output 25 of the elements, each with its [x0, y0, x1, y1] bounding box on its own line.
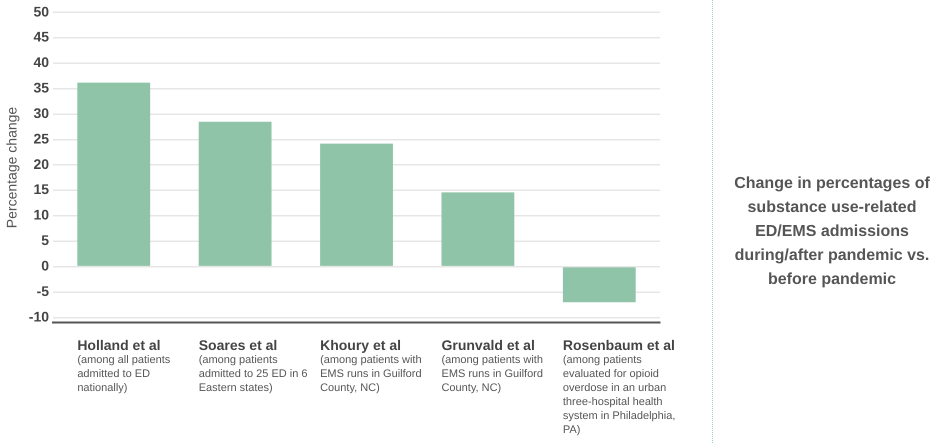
y-tick-label: 0 — [41, 258, 50, 274]
bar — [562, 267, 636, 302]
y-tick-label: 35 — [33, 80, 50, 96]
y-tick-label: -5 — [36, 282, 50, 299]
bar — [441, 192, 514, 266]
y-tick-label: 20 — [33, 156, 50, 172]
y-tick-label: 5 — [41, 232, 50, 248]
x-tick-label: Grunvald et al (among patients with EMS runs in Guilford County, NC) — [441, 337, 543, 394]
y-tick-label: 50 — [33, 3, 50, 20]
x-tick-label: Rosenbaum et al (among patients evaluated for opioid overdose in an urban three-hospital health system in Philadelphia, PA) — [562, 337, 676, 437]
y-axis-title: Percentage change — [3, 106, 20, 228]
x-tick-label: Soares et al (among patients admitted to 25 ED in 6 Eastern states) — [198, 337, 308, 394]
y-tick-label: 25 — [33, 130, 50, 146]
y-tick-label: 30 — [33, 104, 50, 121]
bar — [320, 144, 393, 266]
x-tick-label: Holland et al (among all patients admitted to ED nationally) — [77, 337, 170, 394]
x-tick-label: Khoury et al (among patients with EMS runs in Guilford County, NC) — [320, 337, 422, 394]
y-tick-label: 15 — [33, 181, 50, 198]
y-tick-label: 40 — [33, 54, 50, 70]
y-tick-label: -10 — [28, 308, 50, 324]
y-tick-label: 45 — [33, 28, 50, 45]
bar — [198, 122, 272, 266]
y-tick-label: 10 — [33, 206, 50, 223]
text: Change in percentages of substance use-related ED/EMS admissions during/after pandemic vs. before pandemic — [733, 174, 931, 290]
bar — [77, 82, 150, 266]
